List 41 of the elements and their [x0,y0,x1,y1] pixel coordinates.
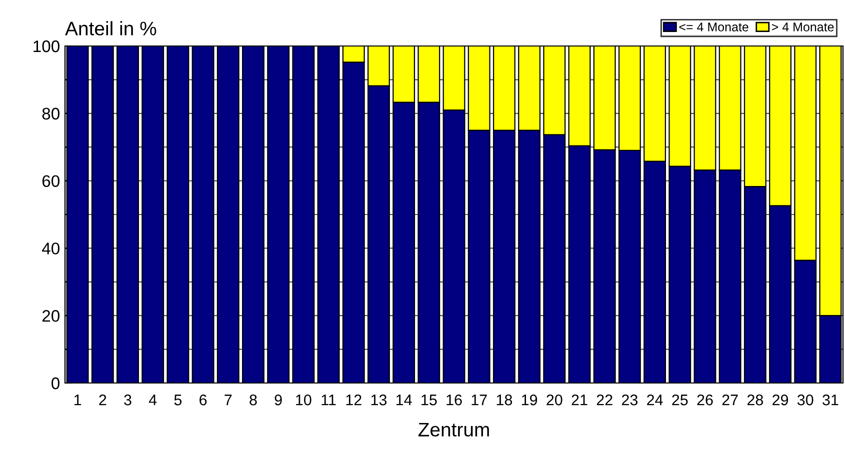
x-tick-label: 28 [747,394,763,406]
x-tick-label: 26 [697,394,713,406]
x-axis-title: Zentrum [418,422,489,437]
x-tick-label: 21 [572,394,588,406]
x-tick-label: 7 [224,394,232,406]
x-tick-label: 15 [422,394,437,406]
x-tick-label: 22 [596,394,612,406]
x-tick-label: 23 [622,394,638,406]
legend-label: <= 4 Monate [679,22,748,32]
x-tick-label: 30 [797,394,814,406]
y-axis-title: Anteil in % [65,21,156,36]
x-tick-label: 17 [472,394,487,406]
x-tick-label: 12 [346,394,362,406]
x-tick-label: 20 [546,394,562,406]
x-tick-label: 29 [772,394,788,406]
legend-label: > 4 Monate [772,22,834,32]
x-tick-label: 27 [722,394,738,406]
x-tick-label: 18 [496,394,512,406]
y-tick-label: 20 [42,310,60,322]
x-tick-label: 5 [174,394,182,406]
x-tick-label: 9 [274,394,282,406]
x-tick-label: 3 [124,394,132,406]
x-tick-label: 14 [396,394,412,406]
x-tick-label: 6 [200,394,207,406]
x-tick-label: 25 [672,394,688,406]
x-tick-label: 4 [148,394,157,406]
y-tick-label: 100 [34,40,60,52]
x-tick-label: 31 [822,394,838,406]
x-tick-label: 1 [74,394,82,406]
x-tick-label: 13 [371,394,387,406]
x-tick-label: 10 [296,394,312,406]
x-tick-label: 16 [446,394,462,406]
y-tick-label: 0 [52,377,60,390]
x-tick-label: 8 [250,394,257,406]
y-tick-label: 60 [42,175,60,188]
y-tick-label: 40 [42,242,60,254]
x-tick-label: 24 [647,394,663,406]
x-tick-label: 11 [322,394,336,406]
x-tick-label: 19 [522,394,538,406]
x-tick-label: 2 [99,394,106,406]
y-tick-label: 80 [42,108,60,120]
